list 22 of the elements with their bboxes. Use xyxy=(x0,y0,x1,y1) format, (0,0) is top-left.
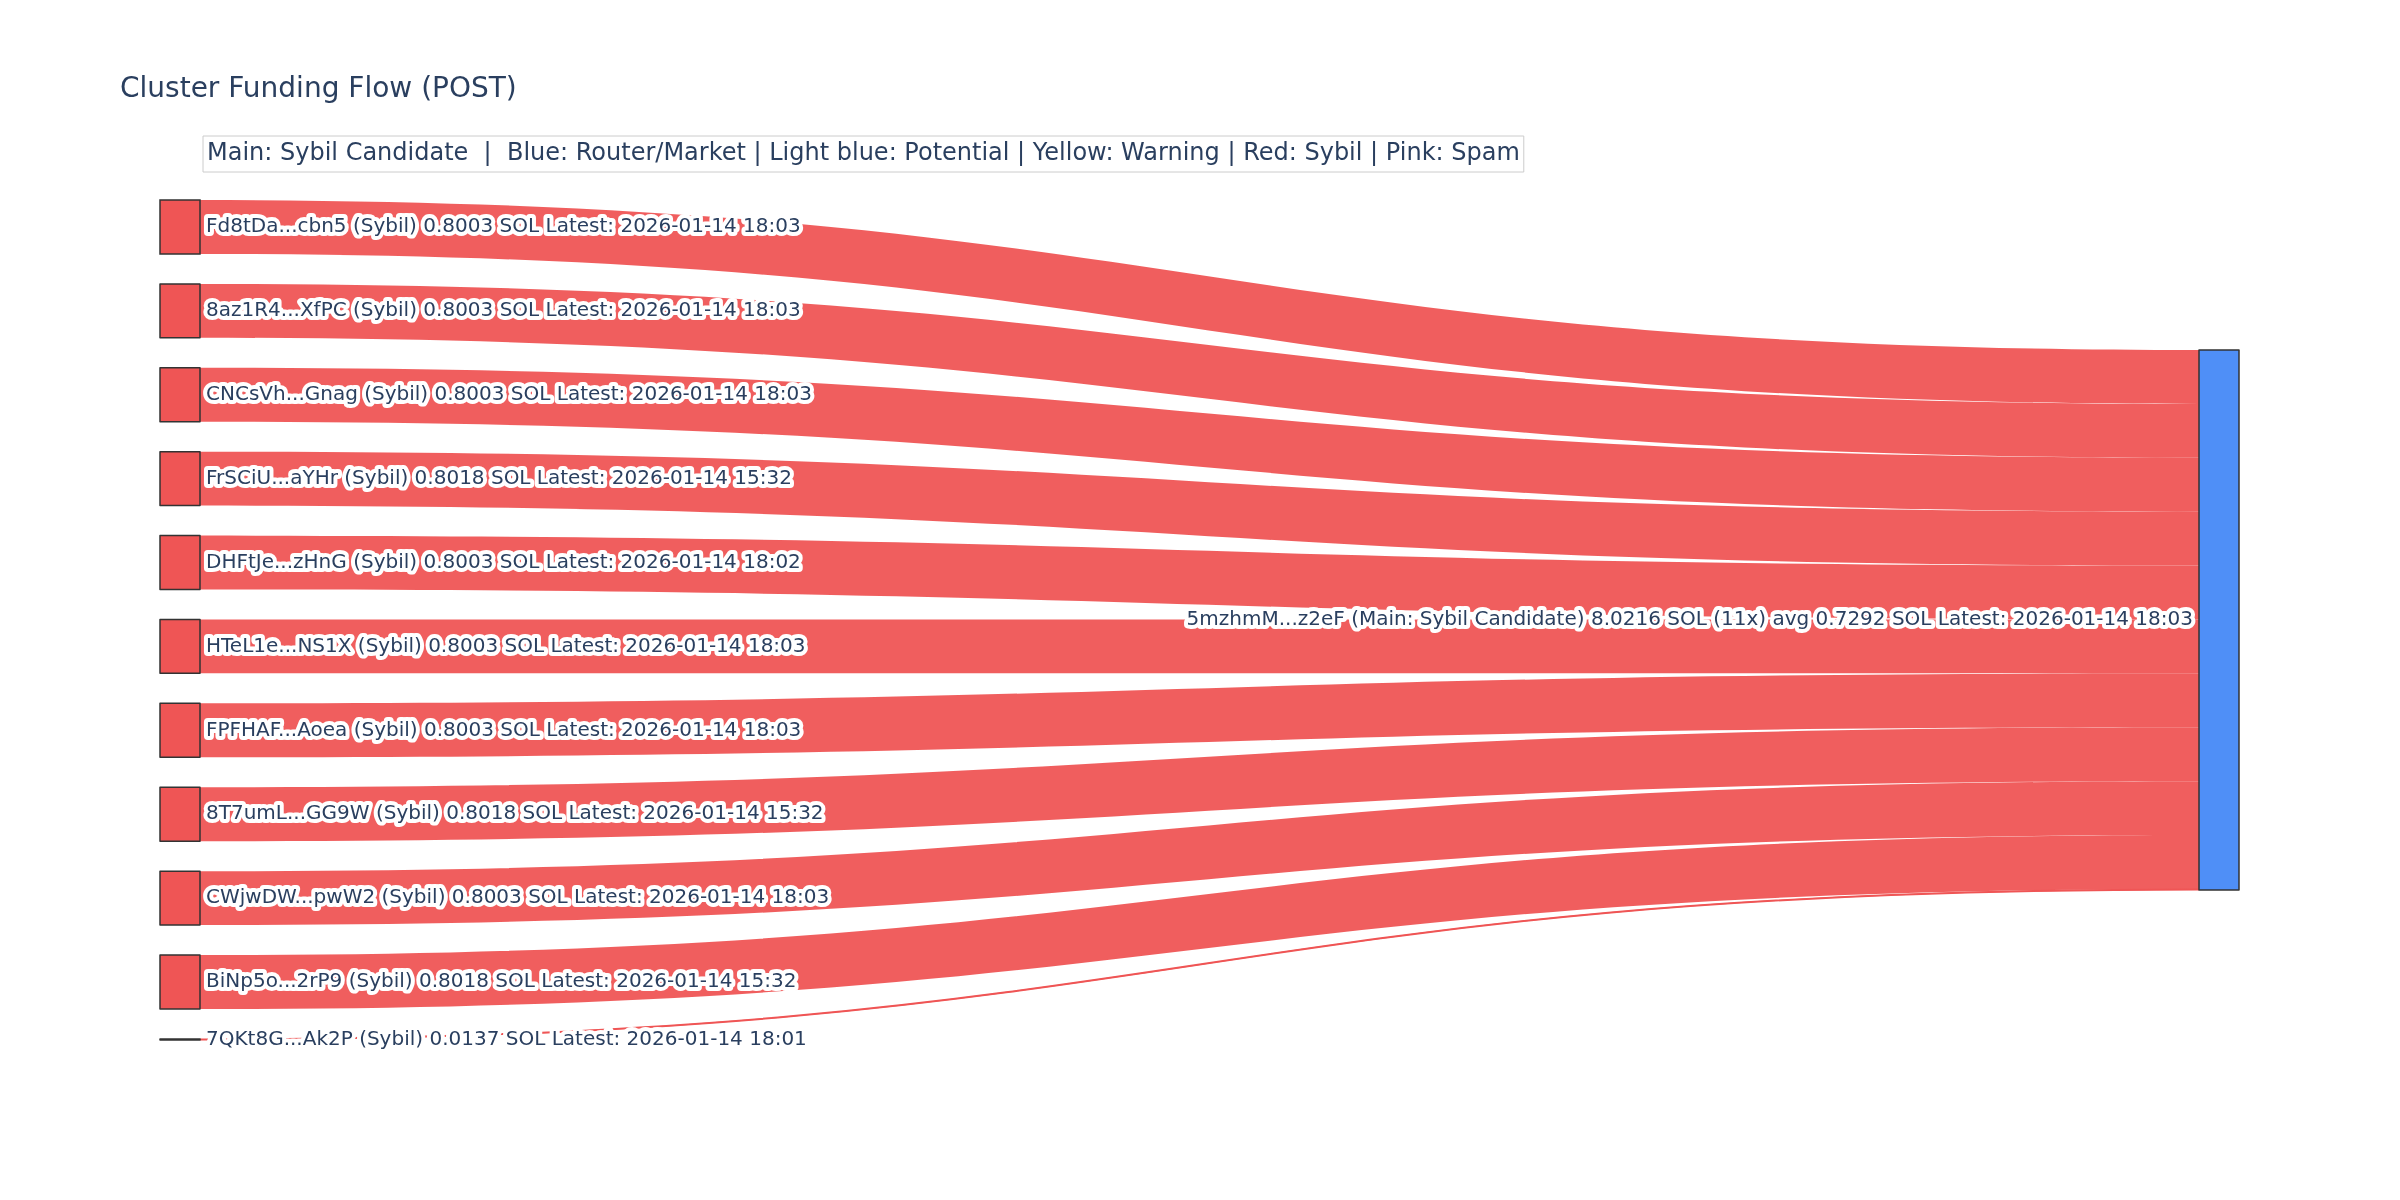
category-label: CNCsVh...Gnag (Sybil) xyxy=(206,380,429,405)
category-label: DHFtJe...zHnG (Sybil) xyxy=(206,548,418,573)
category-label: FPFHAF...Aoea (Sybil) xyxy=(206,716,418,741)
category-label: CWjwDW...pwW2 (Sybil) xyxy=(206,884,446,909)
category-label: HTeL1e...NS1X (Sybil) xyxy=(206,632,422,657)
text: Cluster Funding Flow (POST) xyxy=(120,71,517,105)
category-label: 8az1R4...XfPC (Sybil) xyxy=(206,297,417,322)
data-label: 0.8018 SOL Latest: 2026-01-14 15:32 xyxy=(419,968,797,993)
data-label: 0.8003 SOL Latest: 2026-01-14 18:03 xyxy=(451,884,830,909)
data-label: 0.8018 SOL Latest: 2026-01-14 15:32 xyxy=(446,800,824,825)
category-label: BiNp5o...2rP9 (Sybil) xyxy=(206,968,413,993)
category-label: FrSCiU...aYHr (Sybil) xyxy=(206,464,409,489)
data-label: 0.8018 SOL Latest: 2026-01-14 15:32 xyxy=(414,464,792,489)
data-label: 0.8003 SOL Latest: 2026-01-14 18:03 xyxy=(428,632,806,657)
data-label: 0.8003 SOL Latest: 2026-01-14 18:03 xyxy=(423,716,802,741)
data-label: 0.8003 SOL Latest: 2026-01-14 18:02 xyxy=(423,548,801,573)
data-label: 0.8003 SOL Latest: 2026-01-14 18:03 xyxy=(423,213,801,238)
text: Main: Sybil Candidate | Blue: Router/Market | Light blue: Potential | Yellow: Warning | Red: Sybil | Pink: Spam xyxy=(207,138,1520,167)
data-label: 0.8003 SOL Latest: 2026-01-14 18:03 xyxy=(434,380,812,405)
category-label: 8T7umL...GG9W (Sybil) xyxy=(206,800,440,825)
data-label: 0.8003 SOL Latest: 2026-01-14 18:03 xyxy=(423,297,801,322)
category-label: Fd8tDa...cbn5 (Sybil) xyxy=(206,213,417,238)
